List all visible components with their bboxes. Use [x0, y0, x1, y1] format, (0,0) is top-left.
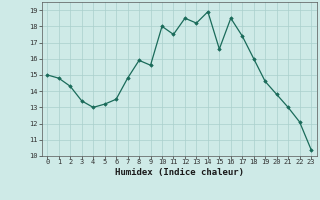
X-axis label: Humidex (Indice chaleur): Humidex (Indice chaleur): [115, 168, 244, 177]
